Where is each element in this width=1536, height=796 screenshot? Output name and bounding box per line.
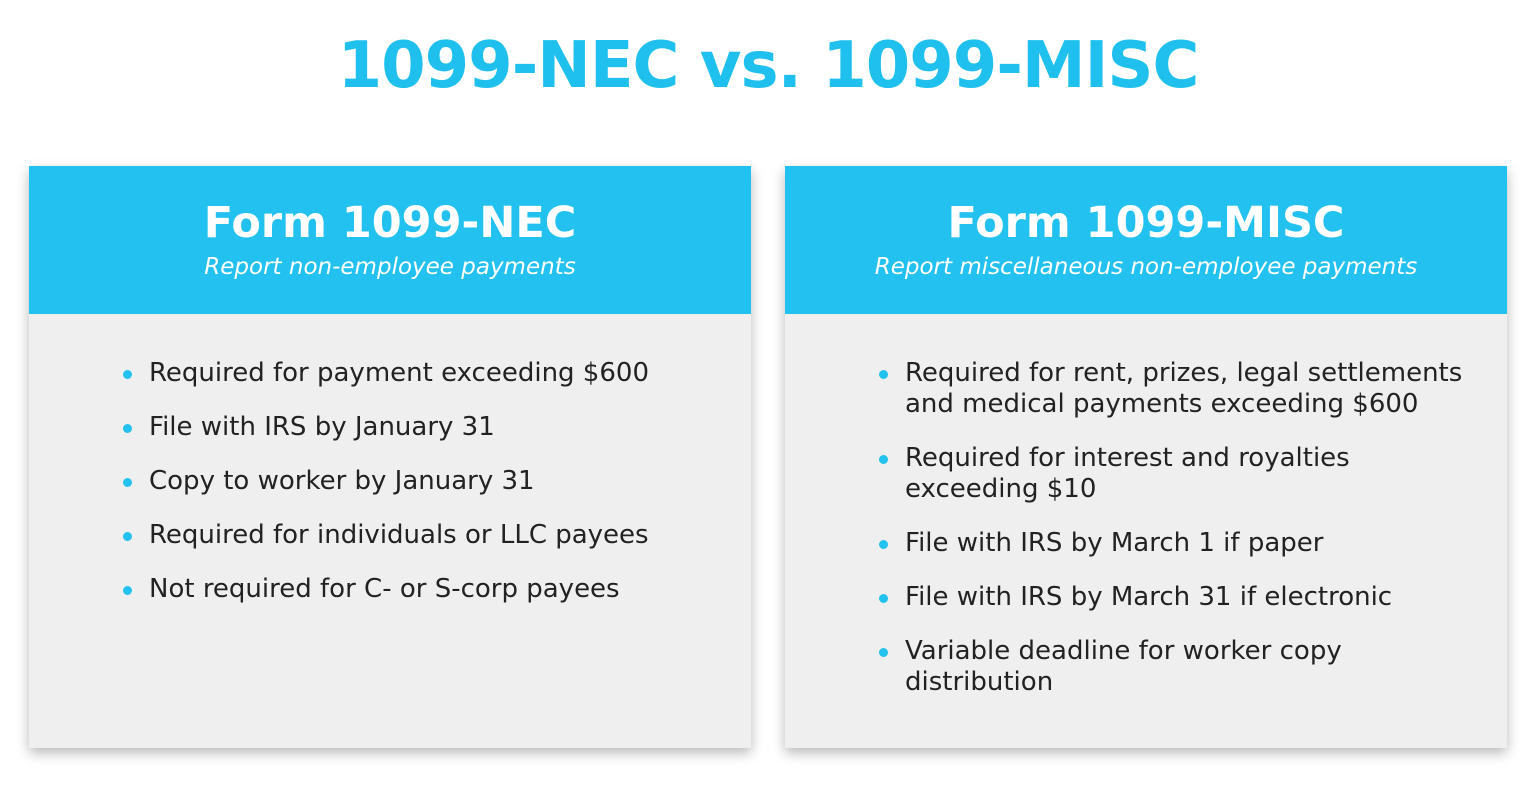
card-header: Form 1099-NEC Report non-employee paymen…	[29, 166, 751, 314]
list-item: Copy to worker by January 31	[120, 466, 731, 497]
list-item: Required for payment exceeding $600	[120, 358, 731, 389]
list-item: File with IRS by March 1 if paper	[876, 528, 1487, 559]
card-1099-misc: Form 1099-MISC Report miscellaneous non-…	[785, 166, 1507, 748]
card-subtitle: Report non-employee payments	[204, 254, 576, 280]
page-title: 1099-NEC vs. 1099-MISC	[337, 29, 1200, 103]
card-title: Form 1099-MISC	[947, 198, 1345, 248]
requirements-list: Required for payment exceeding $600 File…	[29, 314, 751, 605]
list-item: File with IRS by January 31	[120, 412, 731, 443]
list-item: Variable deadline for worker copy distri…	[876, 636, 1487, 698]
list-item: File with IRS by March 31 if electronic	[876, 582, 1487, 613]
card-title: Form 1099-NEC	[203, 198, 577, 248]
list-item: Required for individuals or LLC payees	[120, 520, 731, 551]
card-subtitle: Report miscellaneous non-employee paymen…	[874, 254, 1418, 280]
card-1099-nec: Form 1099-NEC Report non-employee paymen…	[29, 166, 751, 748]
list-item: Required for interest and royalties exce…	[876, 443, 1487, 505]
list-item: Required for rent, prizes, legal settlem…	[876, 358, 1487, 420]
card-header: Form 1099-MISC Report miscellaneous non-…	[785, 166, 1507, 314]
list-item: Not required for C- or S-corp payees	[120, 574, 731, 605]
requirements-list: Required for rent, prizes, legal settlem…	[785, 314, 1507, 698]
